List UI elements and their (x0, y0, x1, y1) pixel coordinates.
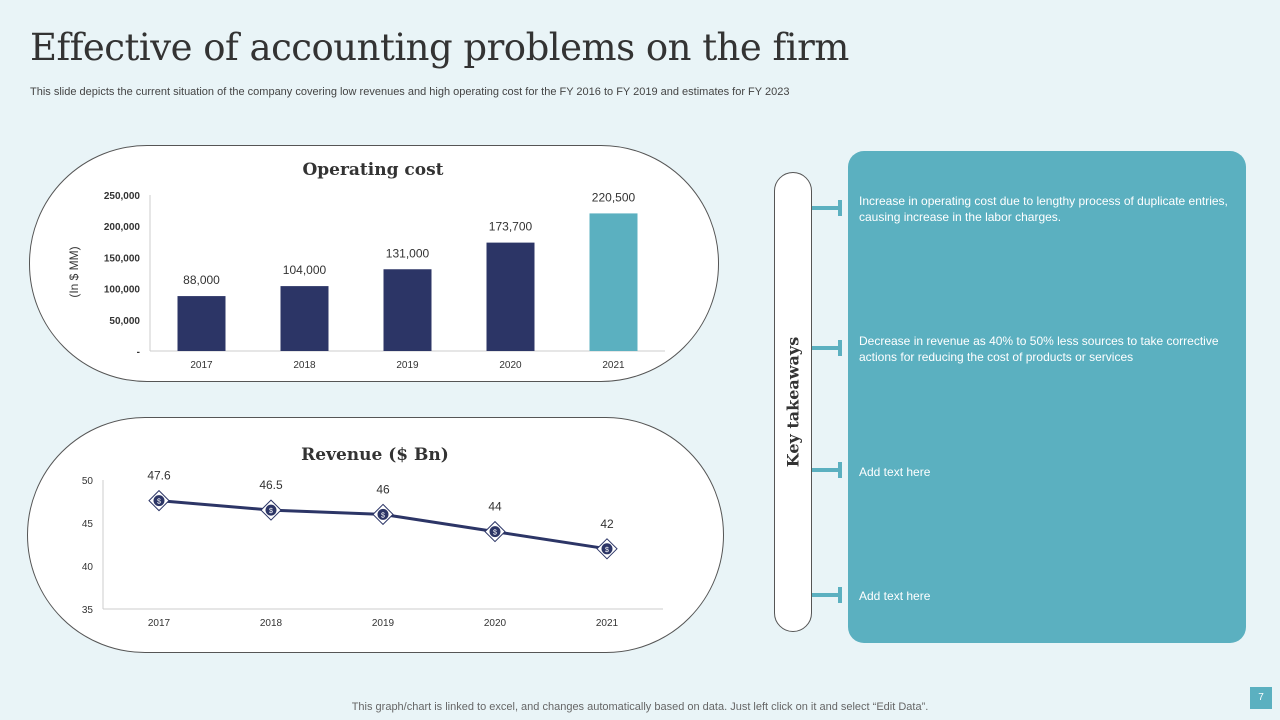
dollar-sign-icon: $ (493, 530, 497, 537)
bar-2021 (589, 213, 638, 351)
line-y-tick: 45 (82, 519, 94, 530)
takeaway-4[interactable]: Add text here (859, 589, 931, 603)
dollar-sign-icon: $ (269, 508, 273, 515)
dollar-sign-icon: $ (157, 499, 161, 506)
footer-note: This graph/chart is linked to excel, and… (351, 701, 929, 713)
line-data-label: 44 (488, 500, 502, 514)
line-y-tick: 40 (82, 562, 94, 573)
bar-x-tick: 2019 (396, 360, 419, 371)
bar-data-label: 104,000 (283, 263, 327, 277)
marker-dot (265, 504, 277, 516)
dollar-sign-icon: $ (605, 547, 609, 554)
dollar-sign-icon: $ (381, 512, 385, 519)
takeaway-2: Decrease in revenue as 40% to 50% less s… (859, 334, 1219, 364)
bar-2020 (486, 242, 535, 351)
page-subtitle: This slide depicts the current situation… (30, 86, 790, 98)
line-data-label: 42 (600, 517, 614, 531)
connector (812, 340, 842, 356)
bar-data-label: 131,000 (386, 246, 430, 260)
bar-y-tick: 250,000 (104, 191, 141, 202)
marker-dot (489, 526, 501, 538)
marker-dot (601, 543, 613, 555)
connector (812, 587, 842, 603)
page-number: 7 (1250, 687, 1272, 709)
takeaway-1: Increase in operating cost due to length… (859, 194, 1228, 224)
line-data-label: 46 (376, 482, 390, 496)
line-chart-title: Revenue ($ Bn) (301, 445, 449, 465)
takeaways-label: Key takeaways (783, 336, 803, 468)
bar-2018 (280, 286, 329, 351)
bar-x-tick: 2020 (499, 360, 522, 371)
line-x-tick: 2017 (148, 618, 171, 629)
line-y-tick: 50 (82, 476, 94, 487)
bar-x-tick: 2017 (190, 360, 213, 371)
bar-x-tick: 2021 (602, 360, 625, 371)
connector (812, 462, 842, 478)
line-x-tick: 2020 (484, 618, 507, 629)
bar-data-label: 220,500 (592, 190, 636, 204)
bar-y-tick: 200,000 (104, 222, 141, 233)
bar-data-label: 88,000 (183, 273, 220, 287)
marker-dot (153, 495, 165, 507)
bar-y-tick: - (137, 347, 140, 358)
line-data-label: 46.5 (259, 478, 283, 492)
connector (812, 200, 842, 216)
bar-chart-title: Operating cost (302, 160, 443, 180)
bar-2017 (177, 296, 226, 351)
bar-y-tick: 150,000 (104, 253, 141, 264)
takeaways-box (848, 151, 1246, 643)
line-data-label: 47.6 (147, 469, 171, 483)
bar-2019 (383, 269, 432, 351)
bar-y-axis-label: (In $ MM) (67, 246, 81, 297)
bar-x-tick: 2018 (293, 360, 316, 371)
revenue-panel (27, 417, 724, 653)
line-y-tick: 35 (82, 605, 94, 616)
line-x-tick: 2021 (596, 618, 619, 629)
marker-dot (377, 508, 389, 520)
page-title: Effective of accounting problems on the … (30, 26, 849, 69)
bar-data-label: 173,700 (489, 220, 533, 234)
bar-y-tick: 50,000 (109, 316, 140, 327)
takeaways-label-pill (774, 172, 812, 632)
bar-y-tick: 100,000 (104, 285, 141, 296)
line-x-tick: 2019 (372, 618, 395, 629)
takeaway-3[interactable]: Add text here (859, 465, 931, 479)
line-x-tick: 2018 (260, 618, 283, 629)
